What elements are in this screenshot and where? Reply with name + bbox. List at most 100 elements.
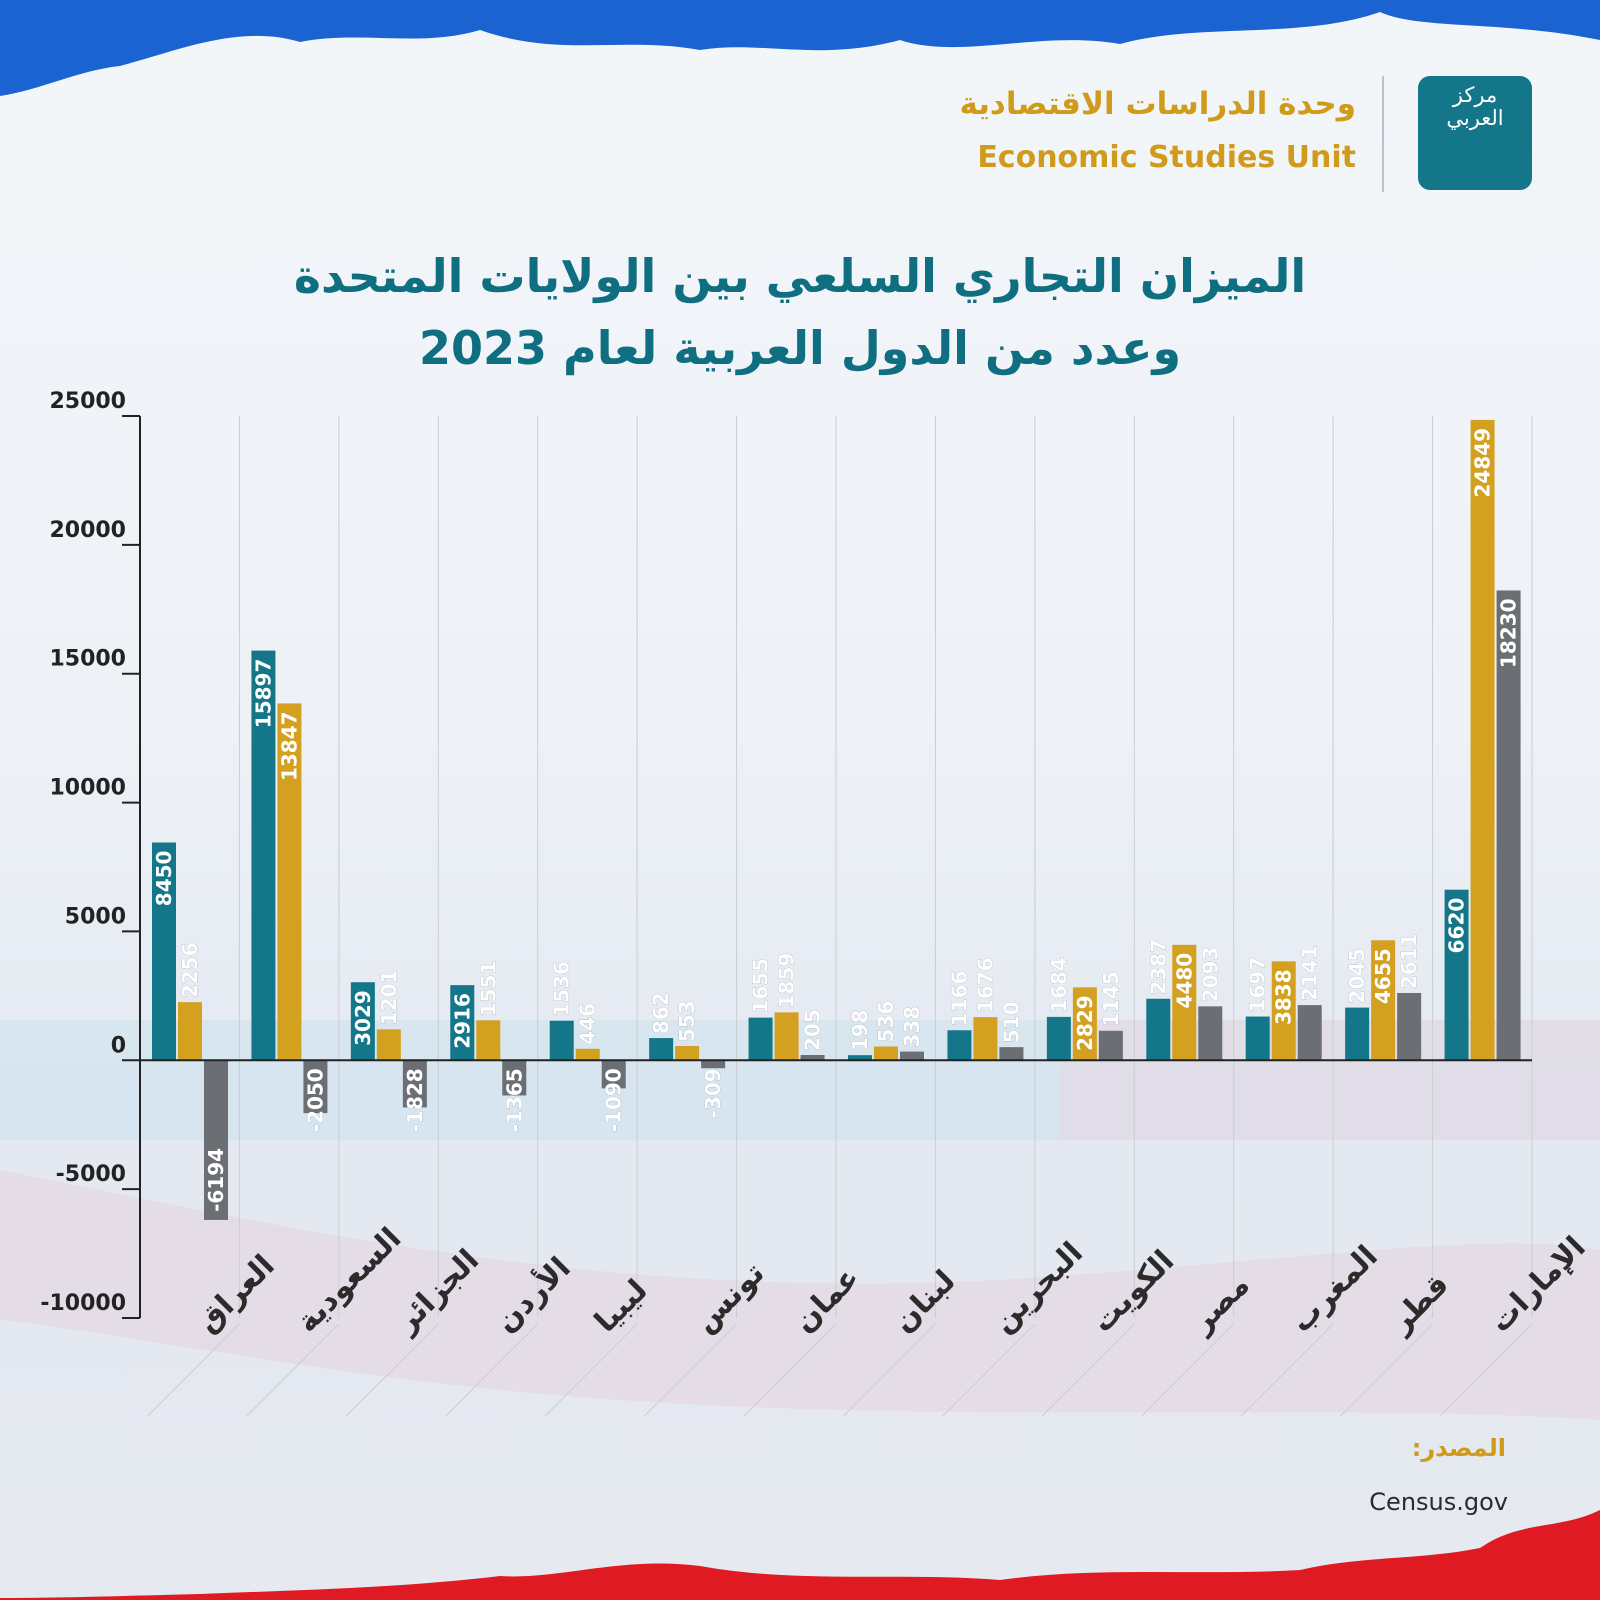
bar-value-label: 1697 xyxy=(1246,957,1270,1013)
bar-value-label: 1676 xyxy=(973,957,997,1013)
bar-value-label: -6194 xyxy=(204,1148,228,1212)
bar xyxy=(152,842,176,1061)
bar-value-label: 1655 xyxy=(749,958,773,1014)
category-label: قطر xyxy=(1382,1267,1456,1341)
category-label: ليبيا xyxy=(588,1273,655,1340)
chart-title: الميزان التجاري السلعي بين الولايات المت… xyxy=(180,240,1420,384)
bar-value-label: -1365 xyxy=(502,1068,526,1132)
bar-value-label: 446 xyxy=(576,1003,600,1045)
header: مركز العربي وحدة الدراسات الاقتصادية Eco… xyxy=(892,70,1532,200)
bar xyxy=(701,1060,726,1069)
bar xyxy=(350,982,375,1061)
bar-value-label: 8450 xyxy=(152,851,176,907)
bar-value-label: -1828 xyxy=(403,1068,427,1132)
unit-name-arabic: وحدة الدراسات الاقتصادية xyxy=(959,86,1356,122)
bar xyxy=(900,1051,924,1061)
y-tick-label: -10000 xyxy=(40,1291,126,1316)
bar-value-label: 1859 xyxy=(775,953,799,1009)
bar-value-label: 1145 xyxy=(1099,971,1123,1027)
bar-value-label: 2611 xyxy=(1397,933,1421,989)
label-guide-line xyxy=(644,1323,737,1417)
category-label: الجزائر xyxy=(388,1243,486,1341)
red-paper-edge xyxy=(0,1510,1600,1600)
bar xyxy=(502,1060,527,1096)
bar xyxy=(748,1017,773,1061)
bar xyxy=(1271,961,1296,1061)
category-label: الأردن xyxy=(487,1249,577,1339)
bar xyxy=(1072,987,1097,1061)
bar xyxy=(774,1012,799,1061)
label-guide-line xyxy=(147,1323,240,1417)
bar xyxy=(402,1060,427,1108)
label-guide-line xyxy=(1141,1323,1235,1417)
bar xyxy=(1245,1016,1270,1061)
bar-value-label: -309 xyxy=(701,1068,725,1118)
bar xyxy=(1046,1016,1071,1061)
source-label: المصدر: xyxy=(1411,1434,1506,1462)
bar xyxy=(1146,998,1171,1061)
bar-value-label: 2256 xyxy=(178,942,202,998)
bar xyxy=(277,703,302,1061)
y-tick-label: 20000 xyxy=(49,518,126,543)
bar xyxy=(575,1048,600,1061)
bar xyxy=(848,1055,872,1061)
bar-value-label: 1551 xyxy=(476,961,500,1017)
label-guide-line xyxy=(1041,1323,1135,1417)
bar-value-label: 536 xyxy=(874,1001,898,1043)
bar-value-label: -1090 xyxy=(602,1068,626,1132)
bar-value-label: 13847 xyxy=(277,711,301,781)
bar-value-label: 2141 xyxy=(1298,945,1322,1001)
category-label: عمان xyxy=(787,1260,867,1340)
bar-value-label: 205 xyxy=(801,1009,825,1051)
label-guide-line xyxy=(246,1323,340,1417)
bar-value-label: 2093 xyxy=(1198,947,1222,1003)
bar-value-label: 2916 xyxy=(450,993,474,1049)
label-guide-line xyxy=(1240,1323,1334,1417)
y-tick-label: 15000 xyxy=(49,647,126,672)
bar xyxy=(874,1046,898,1061)
bar xyxy=(1397,992,1422,1061)
bar-value-label: 3029 xyxy=(351,990,375,1046)
bar-value-label: 1166 xyxy=(947,971,971,1027)
bar-value-label: 2045 xyxy=(1345,948,1369,1004)
bar-value-label: 2387 xyxy=(1146,939,1170,995)
bar-value-label: 553 xyxy=(675,1000,699,1042)
bar xyxy=(947,1030,972,1061)
bar-value-label: 3838 xyxy=(1272,969,1296,1025)
category-label: المغرب xyxy=(1284,1239,1385,1340)
source-value: Census.gov xyxy=(1369,1488,1508,1516)
bar-value-label: 198 xyxy=(848,1009,872,1051)
y-tick-label: 10000 xyxy=(49,776,126,801)
bar-value-label: 15897 xyxy=(251,659,275,729)
bar xyxy=(1172,944,1197,1061)
category-label: لبنان xyxy=(886,1264,962,1340)
bar xyxy=(1098,1030,1123,1061)
bar xyxy=(376,1029,401,1061)
logo-text: مركز العربي xyxy=(1446,83,1504,130)
bar-value-label: 1684 xyxy=(1047,957,1071,1013)
bar xyxy=(1198,1006,1223,1061)
label-guide-line xyxy=(1340,1323,1433,1417)
category-label: السعودية xyxy=(290,1221,409,1340)
bar-value-label: 18230 xyxy=(1497,598,1521,668)
bar-value-label: 4480 xyxy=(1172,953,1196,1009)
bar-value-label: 6620 xyxy=(1445,898,1469,954)
bar xyxy=(1470,419,1495,1061)
label-guide-line xyxy=(942,1323,1036,1417)
bar-value-label: 2829 xyxy=(1073,995,1097,1051)
label-guide-line xyxy=(843,1323,936,1417)
bar xyxy=(1297,1005,1322,1061)
bar xyxy=(1345,1007,1370,1061)
bar xyxy=(251,650,276,1061)
bar xyxy=(1444,889,1469,1061)
bar-value-label: 510 xyxy=(999,1001,1023,1043)
bar xyxy=(303,1060,328,1114)
bar-value-label: 4655 xyxy=(1371,948,1395,1004)
bar xyxy=(204,1060,228,1220)
bar-value-label: 862 xyxy=(649,992,673,1034)
bar xyxy=(1371,940,1396,1061)
chart-title-line1: الميزان التجاري السلعي بين الولايات المت… xyxy=(293,249,1307,303)
label-guide-line xyxy=(445,1323,539,1417)
label-guide-line xyxy=(743,1323,837,1417)
bar xyxy=(476,1020,501,1061)
